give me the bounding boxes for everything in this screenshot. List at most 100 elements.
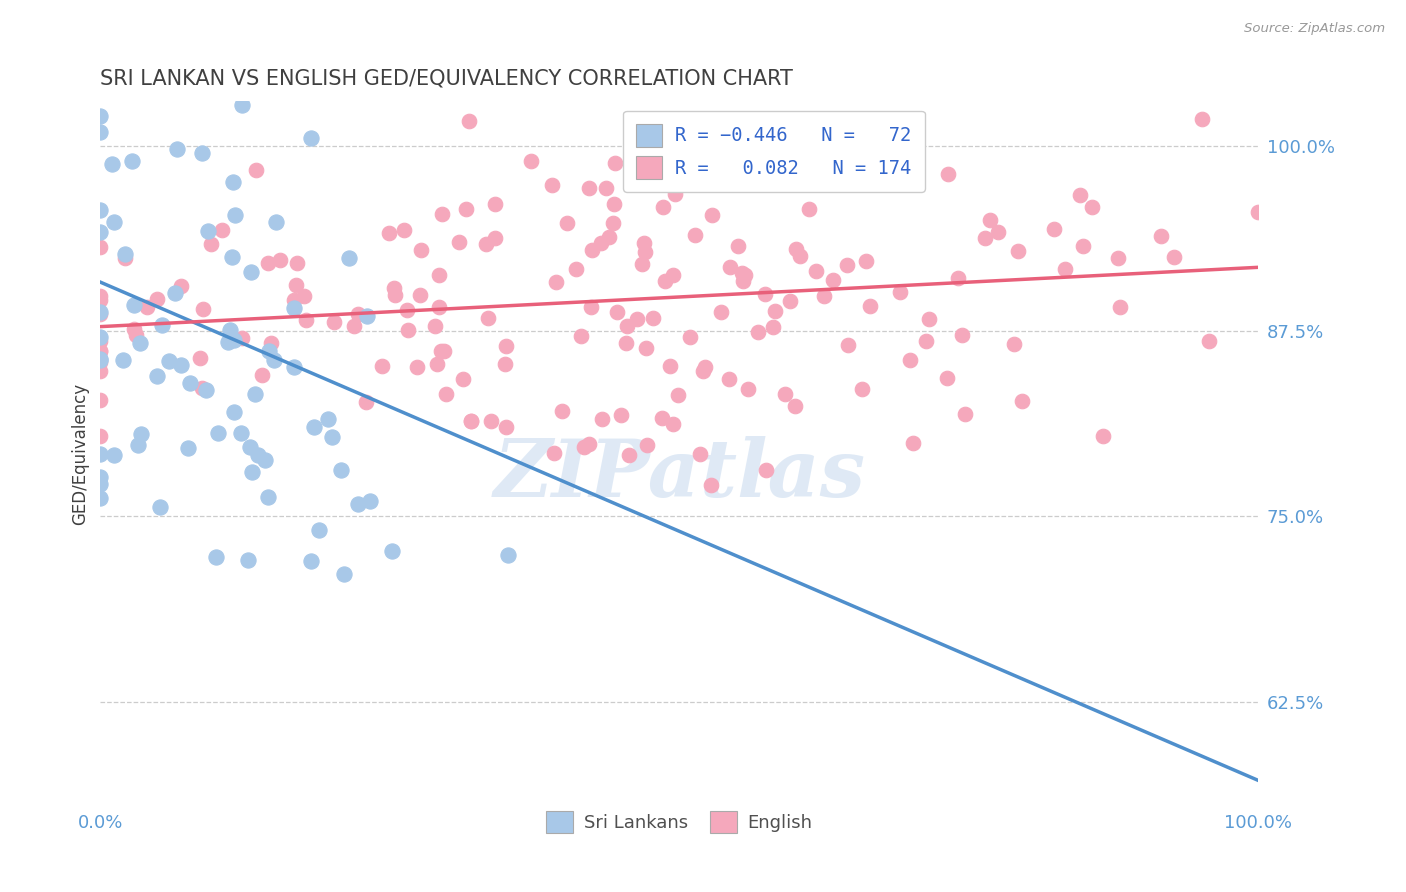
Point xyxy=(222,333,245,347)
Point xyxy=(633,236,655,251)
Point xyxy=(692,364,714,378)
Point xyxy=(1108,300,1130,314)
Point xyxy=(755,463,778,477)
Point xyxy=(89,491,111,506)
Point xyxy=(253,452,276,467)
Point xyxy=(179,376,201,390)
Point xyxy=(695,360,717,375)
Point xyxy=(1150,229,1173,244)
Point xyxy=(89,344,111,359)
Point xyxy=(903,435,925,450)
Point xyxy=(700,208,723,222)
Point xyxy=(779,294,801,309)
Point xyxy=(634,244,657,259)
Point xyxy=(495,420,517,434)
Point xyxy=(797,202,820,216)
Point xyxy=(229,426,252,441)
Point xyxy=(477,310,499,325)
Point xyxy=(789,249,811,263)
Point xyxy=(617,448,640,462)
Point xyxy=(734,268,756,282)
Point xyxy=(936,371,959,385)
Point xyxy=(433,344,456,359)
Point xyxy=(541,178,564,193)
Point xyxy=(484,197,506,211)
Point xyxy=(804,264,827,278)
Point xyxy=(430,207,453,221)
Point xyxy=(1007,244,1029,258)
Point xyxy=(475,237,498,252)
Point xyxy=(973,231,995,245)
Point xyxy=(122,298,145,312)
Point xyxy=(337,252,360,266)
Point xyxy=(762,319,785,334)
Point xyxy=(205,550,228,565)
Point xyxy=(103,215,125,229)
Point xyxy=(591,412,613,426)
Point xyxy=(381,543,404,558)
Point xyxy=(813,289,835,303)
Point xyxy=(89,125,111,139)
Point xyxy=(322,315,344,329)
Point xyxy=(1107,252,1129,266)
Point xyxy=(581,244,603,258)
Point xyxy=(347,497,370,511)
Point xyxy=(356,395,378,409)
Point xyxy=(747,325,769,339)
Point xyxy=(979,213,1001,227)
Point xyxy=(405,359,427,374)
Point xyxy=(250,368,273,382)
Point xyxy=(578,437,600,451)
Point xyxy=(769,148,792,162)
Point xyxy=(1081,200,1104,214)
Point xyxy=(211,223,233,237)
Point xyxy=(1163,251,1185,265)
Text: SRI LANKAN VS ENGLISH GED/EQUIVALENCY CORRELATION CHART: SRI LANKAN VS ENGLISH GED/EQUIVALENCY CO… xyxy=(100,69,793,88)
Point xyxy=(299,131,322,145)
Point xyxy=(89,239,111,253)
Text: Source: ZipAtlas.com: Source: ZipAtlas.com xyxy=(1244,22,1385,36)
Point xyxy=(396,303,419,318)
Point xyxy=(330,463,353,477)
Point xyxy=(114,247,136,261)
Point xyxy=(89,225,111,239)
Point xyxy=(837,338,859,352)
Point xyxy=(269,252,291,267)
Point xyxy=(889,285,911,300)
Point xyxy=(898,353,921,368)
Point xyxy=(283,301,305,316)
Legend: Sri Lankans, English: Sri Lankans, English xyxy=(537,803,821,842)
Point xyxy=(239,440,262,454)
Point xyxy=(191,381,214,395)
Point xyxy=(346,307,368,321)
Point xyxy=(89,305,111,319)
Point xyxy=(460,414,482,428)
Point xyxy=(384,288,406,302)
Point xyxy=(551,403,574,417)
Point xyxy=(149,500,172,514)
Point xyxy=(763,304,786,318)
Point xyxy=(207,425,229,440)
Point xyxy=(773,387,796,401)
Point xyxy=(430,344,453,359)
Point xyxy=(221,250,243,264)
Point xyxy=(737,382,759,396)
Point xyxy=(299,554,322,568)
Point xyxy=(247,448,270,462)
Point xyxy=(342,319,364,334)
Point xyxy=(946,271,969,285)
Point xyxy=(543,446,565,460)
Point xyxy=(664,186,686,201)
Point xyxy=(423,319,446,334)
Point xyxy=(494,357,516,371)
Point xyxy=(240,264,263,278)
Point xyxy=(263,353,285,368)
Point xyxy=(292,289,315,303)
Point xyxy=(89,343,111,358)
Point xyxy=(1092,429,1115,443)
Point xyxy=(578,181,600,195)
Point xyxy=(495,339,517,353)
Point xyxy=(371,359,394,374)
Point xyxy=(569,329,592,343)
Point xyxy=(382,281,405,295)
